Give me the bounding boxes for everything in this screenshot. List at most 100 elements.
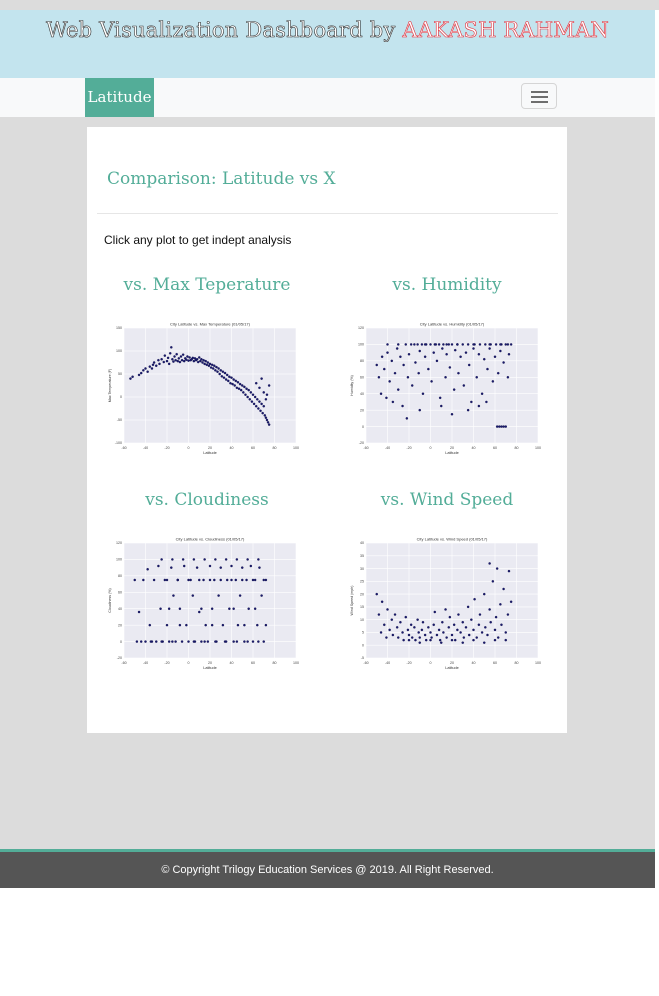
plot-cloudiness[interactable]: -60 -40 -20 0 20 40 60 80 100 -20 0 20 40 60 80 100 120 C… xyxy=(106,534,306,674)
data-point xyxy=(480,392,484,395)
data-point xyxy=(181,353,185,356)
y-tick-label: 60 xyxy=(118,590,122,594)
plot-wind-speed[interactable]: -60 -40 -20 0 20 40 60 80 100 -5 0 5 10 15 20 25 30 35 40 C… xyxy=(348,534,548,674)
plot-humidity[interactable]: -60 -40 -20 0 20 40 60 80 100 -20 0 20 40 60 80 100 120 C… xyxy=(348,319,548,459)
data-point xyxy=(424,638,428,642)
x-tick-label: 40 xyxy=(230,661,234,665)
data-point xyxy=(380,355,384,358)
y-tick-label: 0 xyxy=(120,640,122,644)
x-tick-label: 40 xyxy=(472,661,476,665)
x-tick-label: -20 xyxy=(406,661,411,665)
data-point xyxy=(247,388,250,392)
data-point xyxy=(447,626,451,629)
chart-title: City Latitude vs. Cloudiness (01/05/17) xyxy=(176,537,245,542)
data-point xyxy=(178,360,182,364)
data-point xyxy=(202,578,205,582)
data-point xyxy=(452,623,456,627)
navbar-toggler-button[interactable] xyxy=(521,83,557,109)
data-point xyxy=(203,362,206,366)
data-point xyxy=(203,640,206,643)
x-tick-label: 20 xyxy=(450,446,454,450)
data-point xyxy=(216,370,219,373)
hamburger-menu-icon-middle xyxy=(531,96,548,98)
data-point xyxy=(157,358,160,362)
chart-title: City Latitude vs. Humidity (01/05/17) xyxy=(420,322,485,327)
data-point xyxy=(504,631,507,634)
y-tick-label: 35 xyxy=(360,554,364,558)
data-point xyxy=(262,404,265,408)
data-point xyxy=(406,376,410,379)
data-point xyxy=(174,640,177,643)
data-point xyxy=(430,636,433,639)
data-point xyxy=(149,640,153,643)
data-point xyxy=(491,580,495,583)
data-point xyxy=(199,359,202,363)
data-point xyxy=(467,633,471,637)
data-point xyxy=(435,359,439,363)
data-point xyxy=(488,347,491,350)
data-point xyxy=(393,613,397,616)
data-point xyxy=(231,382,234,386)
data-point xyxy=(160,558,163,561)
data-point xyxy=(135,640,139,643)
data-point xyxy=(232,378,235,381)
navbar-brand-latitude[interactable]: Latitude xyxy=(85,78,154,117)
data-point xyxy=(442,631,445,634)
data-point xyxy=(165,623,169,627)
y-axis-label: Wind Speed (mph) xyxy=(350,586,354,616)
data-point xyxy=(173,355,176,358)
data-point xyxy=(264,578,268,582)
data-point xyxy=(139,640,143,643)
data-point xyxy=(247,607,250,610)
y-tick-label: 40 xyxy=(360,541,364,545)
data-point xyxy=(495,567,499,570)
data-point xyxy=(258,566,261,569)
data-point xyxy=(210,363,214,367)
data-point xyxy=(215,365,218,369)
data-point xyxy=(427,367,430,371)
data-point xyxy=(466,343,470,346)
data-point xyxy=(379,631,383,634)
data-point xyxy=(440,641,443,644)
data-point xyxy=(417,631,420,634)
data-point xyxy=(209,366,213,369)
data-point xyxy=(440,404,443,408)
data-point xyxy=(402,363,405,367)
data-point xyxy=(472,343,475,346)
plot-heading-cloudiness: vs. Cloudiness xyxy=(145,490,269,510)
data-point xyxy=(137,373,141,377)
y-tick-label: -20 xyxy=(117,656,122,660)
data-point xyxy=(253,607,257,610)
x-tick-label: -20 xyxy=(406,446,411,450)
data-point xyxy=(445,353,448,356)
y-tick-label: 150 xyxy=(116,326,122,330)
y-tick-label: 0 xyxy=(362,425,364,429)
data-point xyxy=(390,618,394,621)
data-point xyxy=(484,343,487,346)
data-point xyxy=(504,425,507,428)
data-point xyxy=(191,356,195,360)
data-point xyxy=(192,640,196,643)
data-point xyxy=(175,352,178,356)
x-tick-label: -20 xyxy=(164,661,169,665)
data-point xyxy=(377,613,381,616)
plot-max-temp[interactable]: -60 -40 -20 0 20 40 60 80 100 -100 -50 0 50 100 150 Cit… xyxy=(106,319,306,459)
data-point xyxy=(221,370,225,373)
x-tick-label: -60 xyxy=(121,661,126,665)
data-point xyxy=(172,594,175,597)
plot-heading-humidity: vs. Humidity xyxy=(392,275,502,295)
data-point xyxy=(221,623,225,627)
data-point xyxy=(258,386,261,390)
data-point xyxy=(151,363,155,367)
data-point xyxy=(224,378,228,381)
data-point xyxy=(445,636,448,639)
x-tick-label: -40 xyxy=(385,446,390,450)
data-point xyxy=(204,623,207,627)
x-tick-label: 20 xyxy=(208,661,212,665)
data-point xyxy=(429,638,432,642)
data-point xyxy=(420,343,424,346)
data-point xyxy=(395,626,399,629)
data-point xyxy=(171,640,174,643)
data-point xyxy=(142,369,145,372)
data-point xyxy=(224,558,228,561)
